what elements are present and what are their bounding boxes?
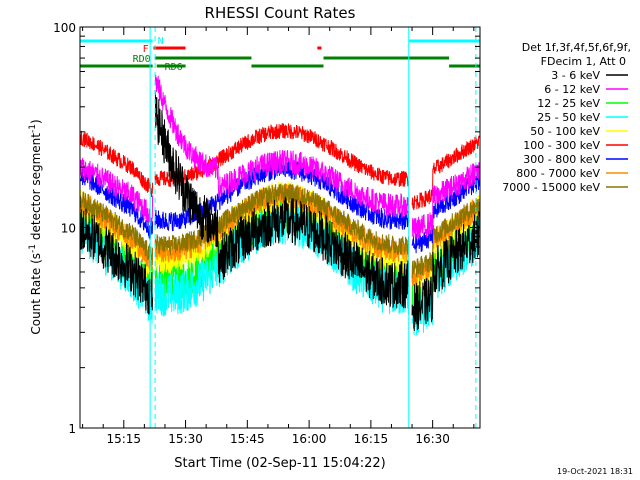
flare-flag-label: F — [143, 44, 149, 55]
legend-label: 300 - 800 keV — [523, 153, 600, 166]
legend-label: 800 - 7000 keV — [516, 167, 600, 180]
legend-label: 3 - 6 keV — [551, 69, 600, 82]
series-line-8 — [79, 183, 480, 279]
x-tick-label: 16:15 — [354, 432, 389, 446]
legend-label: 12 - 25 keV — [537, 97, 600, 110]
x-tick-label: 15:30 — [168, 432, 203, 446]
axes: 15:15 15:30 15:45 16:00 16:15 16:30 1 10 100 — [53, 21, 480, 446]
x-tick-label: 16:00 — [292, 432, 327, 446]
legend-label: 6 - 12 keV — [544, 83, 600, 96]
rd0-flag-label: RD0 — [133, 54, 151, 65]
chart-title: RHESSI Count Rates — [205, 4, 356, 22]
legend-label: 7000 - 15000 keV — [502, 181, 600, 194]
legend-header-2: FDecim 1, Att 0 — [541, 55, 626, 68]
night-flag-label: N — [158, 36, 164, 47]
y-tick-label: 1 — [68, 422, 76, 436]
series-line-0 — [79, 89, 480, 332]
legend-label: 25 - 50 keV — [537, 111, 600, 124]
legend-label: 100 - 300 keV — [523, 139, 600, 152]
x-tick-label: 15:45 — [230, 432, 265, 446]
legend-header-1: Det 1f,3f,4f,5f,6f,9f, — [522, 41, 631, 54]
x-tick-label: 16:30 — [415, 432, 450, 446]
y-tick-label: 10 — [61, 222, 76, 236]
rd6-flag-label: RD6 — [165, 62, 183, 73]
series-line-1 — [79, 74, 480, 240]
x-axis-label: Start Time (02-Sep-11 15:04:22) — [174, 456, 385, 471]
y-axis-label: Count Rate (s-1 detector segment-1) — [28, 119, 43, 334]
series-lines — [79, 74, 480, 336]
legend-label: 50 - 100 keV — [530, 125, 600, 138]
y-tick-label: 100 — [53, 21, 76, 35]
x-tick-label: 15:15 — [106, 432, 141, 446]
footer-timestamp: 19-Oct-2021 18:31 — [557, 467, 633, 476]
